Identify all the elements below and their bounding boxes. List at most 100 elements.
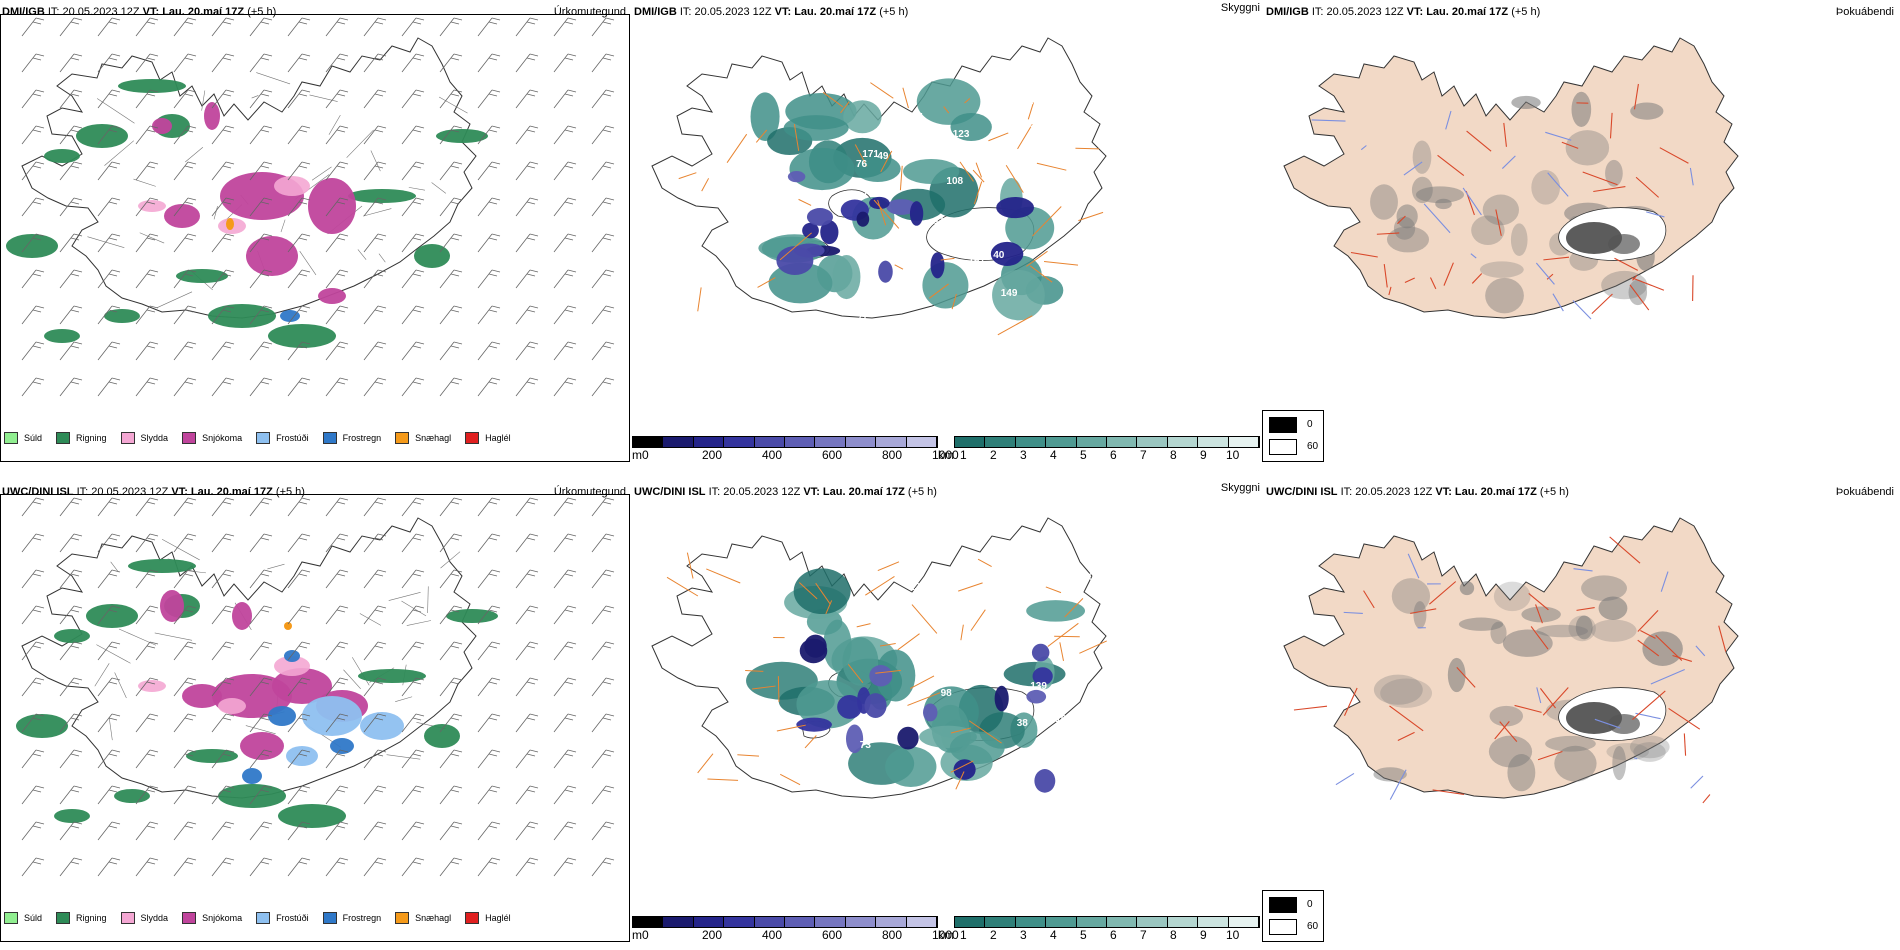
- wind-barb: [401, 53, 425, 73]
- colorbar-tick: 1: [960, 928, 967, 942]
- wind-barb: [363, 533, 387, 553]
- wind-barb: [173, 197, 197, 217]
- freezing-rain-area: [330, 738, 354, 754]
- wind-barb: [591, 641, 615, 661]
- wind-barb: [97, 17, 121, 37]
- wind-barb: [477, 533, 501, 553]
- wind-barb: [439, 89, 463, 109]
- fog-legend-swatch: [1269, 897, 1297, 913]
- road-line: [897, 633, 920, 651]
- road-line: [880, 150, 893, 173]
- forecast-row: DMI/IGB IT: 20.05.2023 12Z VT: Lau. 20.m…: [0, 0, 1900, 470]
- wind-barb: [287, 341, 311, 361]
- wind-barb: [439, 161, 463, 181]
- rain-area: [16, 714, 68, 738]
- snow-area: [308, 178, 356, 234]
- wind-barb: [211, 605, 235, 625]
- wind-barb: [135, 233, 159, 253]
- precip-legend: Súld Rigning Slydda Snjókoma Frostúði Frostre…: [4, 432, 525, 444]
- river-line: [1407, 553, 1420, 579]
- colorbar-tick: 7: [1140, 928, 1147, 942]
- wind-barb: [363, 125, 387, 145]
- wind-barb: [553, 305, 577, 325]
- ceiling-area: [1026, 689, 1047, 704]
- fog-area: [1642, 631, 1683, 666]
- wind-barb: [21, 497, 45, 517]
- road-line: [431, 182, 447, 194]
- road-line: [1429, 277, 1437, 290]
- wind-barb: [211, 125, 235, 145]
- panel-frame: [0, 494, 630, 942]
- wind-barb: [477, 197, 501, 217]
- wind-barb: [439, 605, 463, 625]
- wind-barb: [97, 497, 121, 517]
- road-line: [267, 563, 285, 570]
- wind-barb: [363, 749, 387, 769]
- road-line: [110, 561, 119, 573]
- wind-barb: [287, 677, 311, 697]
- road-line: [902, 87, 909, 109]
- visibility-value-label: 99: [956, 365, 968, 377]
- legend-item: Frostregn: [322, 912, 381, 924]
- wind-barb: [591, 197, 615, 217]
- wind-barb: [439, 533, 463, 553]
- wind-barb: [21, 749, 45, 769]
- wind-barb: [591, 341, 615, 361]
- wind-barb: [287, 497, 311, 517]
- panel-title: Skyggni: [1220, 2, 1260, 14]
- wind-barb: [211, 785, 235, 805]
- colorbar-tick: 5: [1080, 448, 1087, 462]
- road-line: [1543, 256, 1570, 261]
- freezing-rain-area: [280, 310, 300, 322]
- panel-header: DMI/IGB IT: 20.05.2023 12Z VT: Lau. 20.m…: [1266, 6, 1896, 18]
- colorbar-tick: 10: [1226, 928, 1240, 942]
- legend-swatch: [182, 432, 197, 444]
- wind-barb: [211, 641, 235, 661]
- colorbar-tick: 400: [762, 928, 783, 942]
- wind-barb: [439, 497, 463, 517]
- wind-barb: [439, 377, 463, 397]
- ice-pellet-area: [284, 622, 292, 630]
- visibility-value-label: 70: [1056, 200, 1068, 212]
- ceiling-area: [922, 703, 938, 722]
- snow-area: [240, 732, 284, 760]
- colorbar-segment: [906, 917, 938, 927]
- visibility-value-label: 41: [835, 829, 847, 841]
- wind-barb: [477, 305, 501, 325]
- fog-area: [1488, 735, 1533, 768]
- wind-barb: [59, 233, 83, 253]
- wind-barb: [173, 305, 197, 325]
- fog-area: [1482, 194, 1519, 226]
- wind-barb: [249, 677, 273, 697]
- visibility-value-label: 71: [856, 314, 868, 326]
- wind-barb: [21, 641, 45, 661]
- wind-barb: [211, 53, 235, 73]
- wind-barb: [553, 641, 577, 661]
- fog-area: [1601, 270, 1648, 300]
- wind-barb: [97, 305, 121, 325]
- visibility-value-label: 136: [909, 581, 926, 593]
- wind-barb: [477, 605, 501, 625]
- road-line: [865, 575, 895, 596]
- wind-barb: [287, 161, 311, 181]
- rain-area: [208, 304, 276, 328]
- model-name: UWC/DINI ISL: [634, 486, 706, 498]
- wind-barb: [439, 677, 463, 697]
- visibility-value-label: 75: [862, 188, 875, 200]
- road-line: [776, 724, 806, 732]
- road-line: [973, 181, 983, 205]
- fog-area: [1373, 674, 1423, 705]
- wind-barb: [439, 53, 463, 73]
- rain-area: [104, 309, 140, 323]
- colorbar-tick: 3: [1020, 448, 1027, 462]
- visibility-value-label: 123: [952, 129, 970, 141]
- wind-barb: [97, 197, 121, 217]
- visibility-value-label: 38: [1016, 717, 1028, 729]
- wind-barb: [173, 497, 197, 517]
- road-line: [1388, 286, 1392, 296]
- ceiling-area: [990, 241, 1024, 266]
- wind-barb: [97, 533, 121, 553]
- fog-area: [1608, 714, 1640, 734]
- rain-area: [424, 724, 460, 748]
- sleet-area: [138, 680, 166, 692]
